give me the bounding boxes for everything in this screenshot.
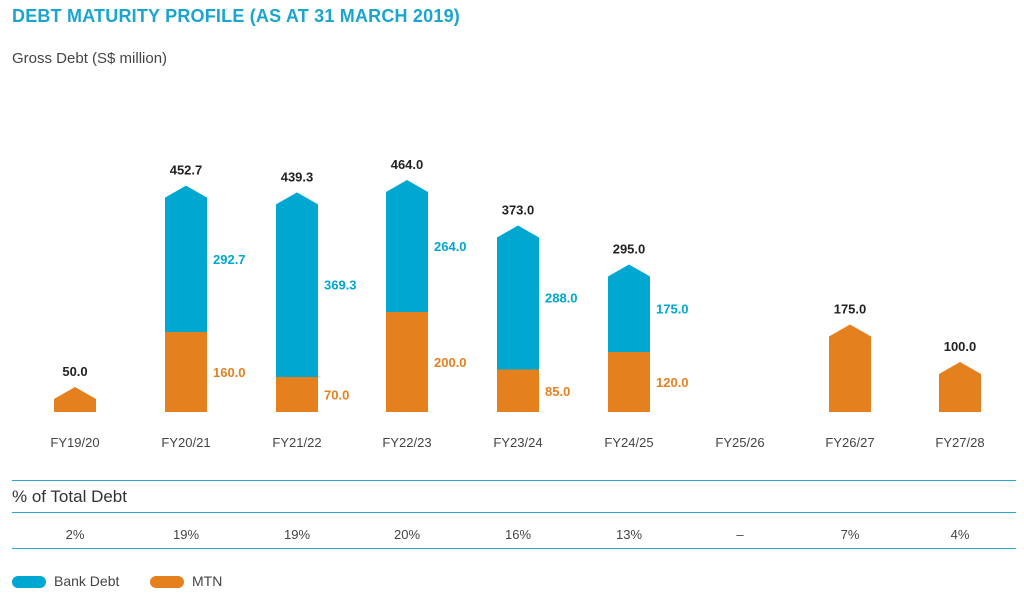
percent-value-4: 16%: [504, 527, 532, 542]
section-top-rule: [12, 480, 1016, 481]
x-tick-label-5: FY24/25: [604, 435, 653, 450]
legend-swatch-mtn: [150, 576, 184, 589]
bar-mtn-2: [276, 377, 318, 412]
total-label-2: 439.3: [281, 169, 314, 184]
legend-swatch-bank-debt: [12, 576, 46, 589]
bar-mtn-0: [54, 387, 96, 412]
legend-item-bank-debt: Bank Debt: [12, 573, 119, 589]
percent-value-1: 19%: [172, 527, 200, 542]
debt-maturity-chart: 50.0 FY19/20 452.7 292.7 160.0 FY20/21 439.3 36…: [50, 157, 984, 450]
chart-subtitle: Gross Debt (S$ million): [12, 50, 168, 67]
legend-label-mtn: MTN: [192, 573, 223, 589]
mtn-label-5: 120.0: [656, 375, 689, 390]
bar-mtn-1: [165, 332, 207, 412]
bar-bank-4: [497, 225, 539, 370]
bank-label-5: 175.0: [656, 301, 689, 316]
bank-label-1: 292.7: [213, 252, 246, 267]
bar-bank-3: [386, 180, 428, 312]
x-tick-label-7: FY26/27: [825, 435, 874, 450]
percent-value-2: 19%: [283, 527, 311, 542]
percent-value-6: –: [736, 527, 744, 542]
total-label-7: 175.0: [834, 302, 867, 317]
percent-value-7: 7%: [840, 527, 860, 542]
percent-value-0: 2%: [65, 527, 85, 542]
mtn-label-2: 70.0: [324, 388, 349, 403]
bank-label-2: 369.3: [324, 278, 357, 293]
bar-bank-5: [608, 264, 650, 352]
bar-mtn-5: [608, 352, 650, 412]
section-mid-rule: [12, 512, 1016, 513]
x-tick-label-3: FY22/23: [382, 435, 431, 450]
total-label-0: 50.0: [62, 364, 87, 379]
mtn-label-4: 85.0: [545, 384, 570, 399]
legend-item-mtn: MTN: [150, 573, 222, 589]
legend-label-bank-debt: Bank Debt: [54, 573, 120, 589]
bank-label-4: 288.0: [545, 291, 578, 306]
total-label-8: 100.0: [944, 339, 977, 354]
percent-value-3: 20%: [393, 527, 421, 542]
section-bottom-rule: [12, 548, 1016, 549]
bar-mtn-8: [939, 362, 981, 412]
bar-mtn-3: [386, 312, 428, 412]
bar-mtn-7: [829, 324, 871, 412]
x-tick-label-0: FY19/20: [50, 435, 99, 450]
x-tick-label-6: FY25/26: [715, 435, 764, 450]
x-tick-label-1: FY20/21: [161, 435, 210, 450]
x-tick-label-2: FY21/22: [272, 435, 321, 450]
percent-value-5: 13%: [615, 527, 643, 542]
percent-section-title: % of Total Debt: [12, 487, 127, 506]
bank-label-3: 264.0: [434, 239, 467, 254]
mtn-label-1: 160.0: [213, 365, 246, 380]
x-tick-label-4: FY23/24: [493, 435, 542, 450]
mtn-label-3: 200.0: [434, 355, 467, 370]
chart-title: DEBT MATURITY PROFILE (AS AT 31 MARCH 20…: [12, 6, 460, 26]
bar-bank-2: [276, 192, 318, 377]
total-label-4: 373.0: [502, 203, 535, 218]
total-label-3: 464.0: [391, 157, 424, 172]
bar-bank-1: [165, 185, 207, 332]
bar-mtn-4: [497, 369, 539, 412]
percent-value-8: 4%: [950, 527, 970, 542]
x-tick-label-8: FY27/28: [935, 435, 984, 450]
total-label-5: 295.0: [613, 242, 646, 257]
total-label-1: 452.7: [170, 163, 203, 178]
